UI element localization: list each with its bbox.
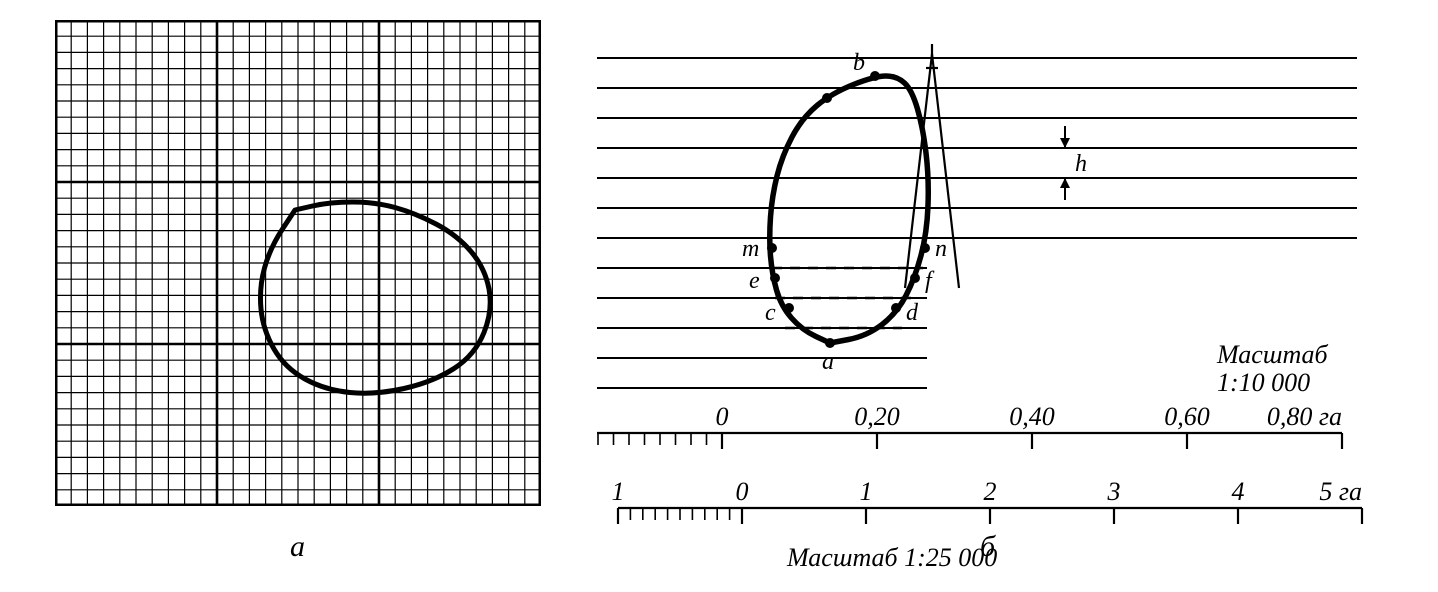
svg-text:0,80 га: 0,80 га	[1267, 402, 1342, 431]
svg-text:h: h	[1075, 151, 1087, 177]
panel-b-diagram: hbmnefcda0,2000,200,400,600,80 гаМасштаб…	[597, 38, 1417, 578]
svg-text:Масштаб 1:25 000: Масштаб 1:25 000	[786, 543, 997, 572]
panel-a-grid	[55, 20, 541, 506]
svg-text:4: 4	[1232, 477, 1245, 506]
svg-text:0,60: 0,60	[1164, 402, 1210, 431]
svg-text:Масштаб: Масштаб	[1216, 340, 1329, 369]
svg-text:e: e	[749, 268, 760, 294]
svg-text:a: a	[822, 349, 834, 375]
svg-text:3: 3	[1107, 477, 1121, 506]
svg-text:0,40: 0,40	[1009, 402, 1055, 431]
svg-text:2: 2	[984, 477, 997, 506]
svg-text:m: m	[742, 236, 759, 262]
svg-text:c: c	[765, 300, 776, 326]
svg-text:n: n	[935, 236, 947, 262]
svg-text:d: d	[906, 300, 919, 326]
svg-text:1: 1	[860, 477, 873, 506]
svg-text:b: b	[853, 50, 865, 76]
svg-text:0,20: 0,20	[854, 402, 900, 431]
svg-text:5 га: 5 га	[1319, 477, 1362, 506]
svg-text:1: 1	[612, 477, 625, 506]
panel-b-label: б	[980, 530, 995, 564]
svg-text:0: 0	[716, 402, 729, 431]
svg-text:f: f	[925, 268, 935, 294]
svg-text:1:10 000: 1:10 000	[1217, 368, 1310, 397]
svg-text:0: 0	[736, 477, 749, 506]
panel-a-label: а	[290, 530, 305, 564]
